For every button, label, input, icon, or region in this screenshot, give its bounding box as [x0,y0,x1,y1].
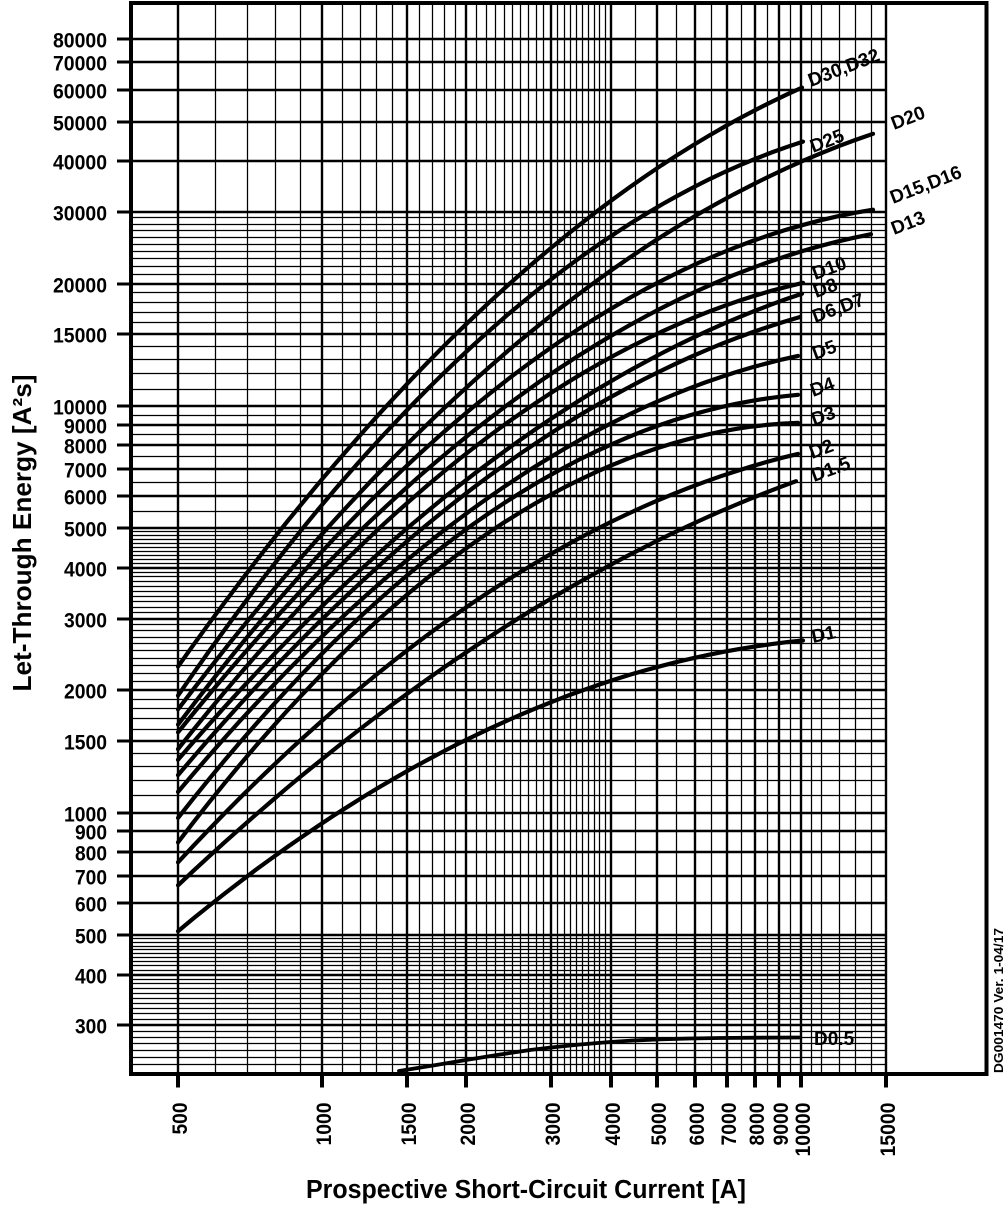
svg-text:10000: 10000 [53,396,107,420]
svg-text:20000: 20000 [53,274,107,298]
svg-text:7000: 7000 [64,459,107,483]
svg-text:5000: 5000 [64,518,107,542]
svg-text:50000: 50000 [53,112,107,136]
svg-text:Let-Through Energy [A²s]: Let-Through Energy [A²s] [7,375,37,692]
svg-text:D0.5: D0.5 [814,1029,855,1050]
svg-text:1500: 1500 [397,1102,421,1145]
svg-text:9000: 9000 [769,1102,793,1145]
svg-text:2000: 2000 [456,1102,480,1145]
svg-text:400: 400 [75,965,107,989]
svg-text:4000: 4000 [64,558,107,582]
svg-text:15000: 15000 [53,324,107,348]
svg-text:Prospective Short-Circuit Curr: Prospective Short-Circuit Current [A] [306,1176,746,1204]
svg-text:60000: 60000 [53,80,107,104]
svg-text:15000: 15000 [876,1102,900,1156]
svg-text:300: 300 [75,1015,107,1039]
svg-text:DG001470 Ver. 1-04/17: DG001470 Ver. 1-04/17 [991,928,1006,1073]
svg-text:D1: D1 [810,622,839,648]
svg-text:8000: 8000 [745,1102,769,1145]
svg-text:40000: 40000 [53,151,107,175]
svg-text:3000: 3000 [64,609,107,633]
svg-text:8000: 8000 [64,435,107,459]
svg-text:70000: 70000 [53,52,107,76]
svg-text:2000: 2000 [64,680,107,704]
svg-text:30000: 30000 [53,202,107,226]
svg-text:1000: 1000 [312,1102,336,1145]
svg-text:5000: 5000 [647,1102,671,1145]
svg-text:1500: 1500 [64,731,107,755]
svg-text:600: 600 [75,893,107,917]
svg-text:9000: 9000 [64,415,107,439]
svg-text:6000: 6000 [64,486,107,510]
svg-text:10000: 10000 [791,1102,815,1156]
svg-text:500: 500 [168,1102,192,1134]
svg-text:1000: 1000 [64,803,107,827]
svg-text:80000: 80000 [53,29,107,53]
svg-text:3000: 3000 [541,1102,565,1145]
svg-text:900: 900 [75,821,107,845]
svg-text:500: 500 [75,925,107,949]
svg-text:6000: 6000 [685,1102,709,1145]
svg-text:700: 700 [75,866,107,890]
svg-text:7000: 7000 [717,1102,741,1145]
svg-text:4000: 4000 [601,1102,625,1145]
svg-text:800: 800 [75,842,107,866]
